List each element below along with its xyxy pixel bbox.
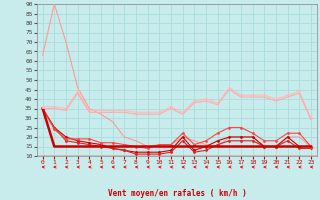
Text: Vent moyen/en rafales ( km/h ): Vent moyen/en rafales ( km/h ): [108, 189, 247, 198]
